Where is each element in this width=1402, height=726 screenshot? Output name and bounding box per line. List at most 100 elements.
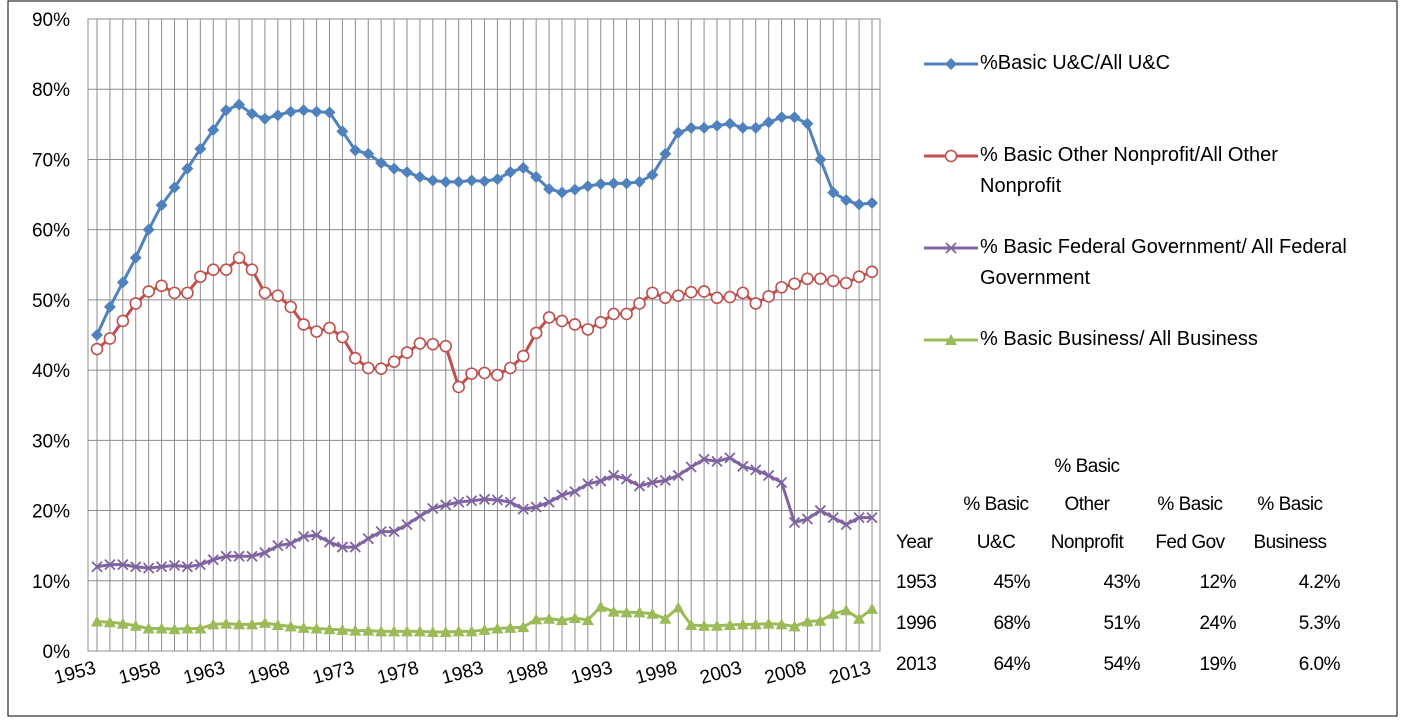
point: [401, 518, 413, 531]
point: [801, 513, 814, 525]
point: [491, 368, 504, 382]
point: [775, 111, 788, 124]
point: [258, 112, 271, 125]
table-cell: 1996: [896, 613, 937, 634]
table-cell: 19%: [1199, 654, 1236, 675]
point: [206, 263, 220, 276]
y-tick-label: 80%: [32, 80, 70, 101]
y-tick-label: 40%: [32, 361, 70, 382]
y-tick-label: 20%: [32, 502, 70, 523]
legend-swatch: [924, 58, 978, 70]
point: [814, 272, 827, 286]
point: [633, 480, 646, 492]
point: [336, 125, 349, 138]
point: [852, 270, 866, 284]
point: [620, 177, 633, 190]
point: [633, 175, 646, 188]
y-tick-label: 60%: [32, 221, 70, 242]
point: [556, 186, 568, 199]
point: [491, 622, 504, 634]
point: [582, 478, 594, 490]
point: [750, 464, 762, 476]
point: [168, 623, 181, 635]
table-header-cell: % Basic Other Nonprofit: [1050, 456, 1124, 553]
table-cell: 4.2%: [1298, 572, 1341, 593]
point: [581, 180, 594, 193]
table-cell: 54%: [1103, 654, 1140, 675]
point: [103, 300, 116, 313]
point: [181, 622, 194, 634]
point: [840, 604, 853, 616]
point: [788, 620, 801, 632]
point: [285, 537, 297, 550]
point: [297, 621, 310, 633]
point: [853, 612, 866, 624]
point: [711, 619, 723, 631]
y-tick-label: 70%: [32, 150, 70, 171]
point: [723, 619, 736, 631]
point: [478, 366, 491, 380]
point: [646, 286, 659, 300]
point: [91, 561, 103, 573]
point: [762, 617, 775, 629]
point: [440, 499, 452, 511]
point: [478, 493, 491, 505]
y-tick-label: 90%: [32, 10, 70, 31]
point: [542, 311, 556, 324]
table-cell: 2013: [896, 654, 937, 675]
point: [375, 525, 387, 538]
point: [827, 511, 839, 524]
point: [168, 286, 181, 300]
point: [452, 175, 465, 188]
point: [116, 617, 129, 629]
point: [607, 605, 620, 617]
point: [530, 501, 542, 513]
point: [698, 453, 710, 465]
table-cell: 68%: [993, 613, 1030, 634]
point: [633, 606, 646, 618]
point: [220, 550, 232, 562]
point: [749, 121, 762, 134]
point: [465, 367, 478, 380]
point: [944, 149, 958, 163]
point: [220, 617, 233, 629]
table-cell: 51%: [1103, 613, 1140, 634]
point: [310, 105, 323, 118]
point: [543, 612, 556, 624]
point: [814, 153, 827, 166]
point: [388, 162, 401, 175]
point: [155, 622, 168, 634]
point: [491, 494, 504, 506]
point: [258, 616, 271, 628]
point: [310, 622, 323, 634]
point: [219, 263, 233, 276]
point: [465, 495, 478, 507]
point: [362, 533, 374, 545]
table-header-cell: Year: [896, 532, 933, 553]
point: [453, 496, 465, 508]
point: [788, 111, 801, 124]
point: [607, 177, 620, 190]
point: [116, 276, 129, 289]
point: [465, 625, 478, 637]
point: [620, 606, 633, 618]
table-cell: 5.3%: [1298, 613, 1341, 634]
y-tick-label: 50%: [32, 291, 70, 312]
point: [697, 285, 711, 298]
point: [866, 511, 878, 524]
point: [361, 361, 375, 375]
point: [439, 175, 452, 188]
point: [388, 525, 400, 538]
point: [387, 355, 401, 368]
point: [684, 285, 698, 299]
point: [594, 316, 608, 329]
point: [775, 618, 788, 630]
table-header: Year % Basic U&C % Basic Other Nonprofit % …: [894, 448, 1342, 562]
point: [710, 291, 724, 305]
point: [620, 307, 633, 321]
point: [594, 600, 607, 612]
point: [685, 619, 698, 631]
point: [103, 616, 116, 628]
point: [130, 561, 142, 573]
table-cell: 24%: [1199, 613, 1236, 634]
